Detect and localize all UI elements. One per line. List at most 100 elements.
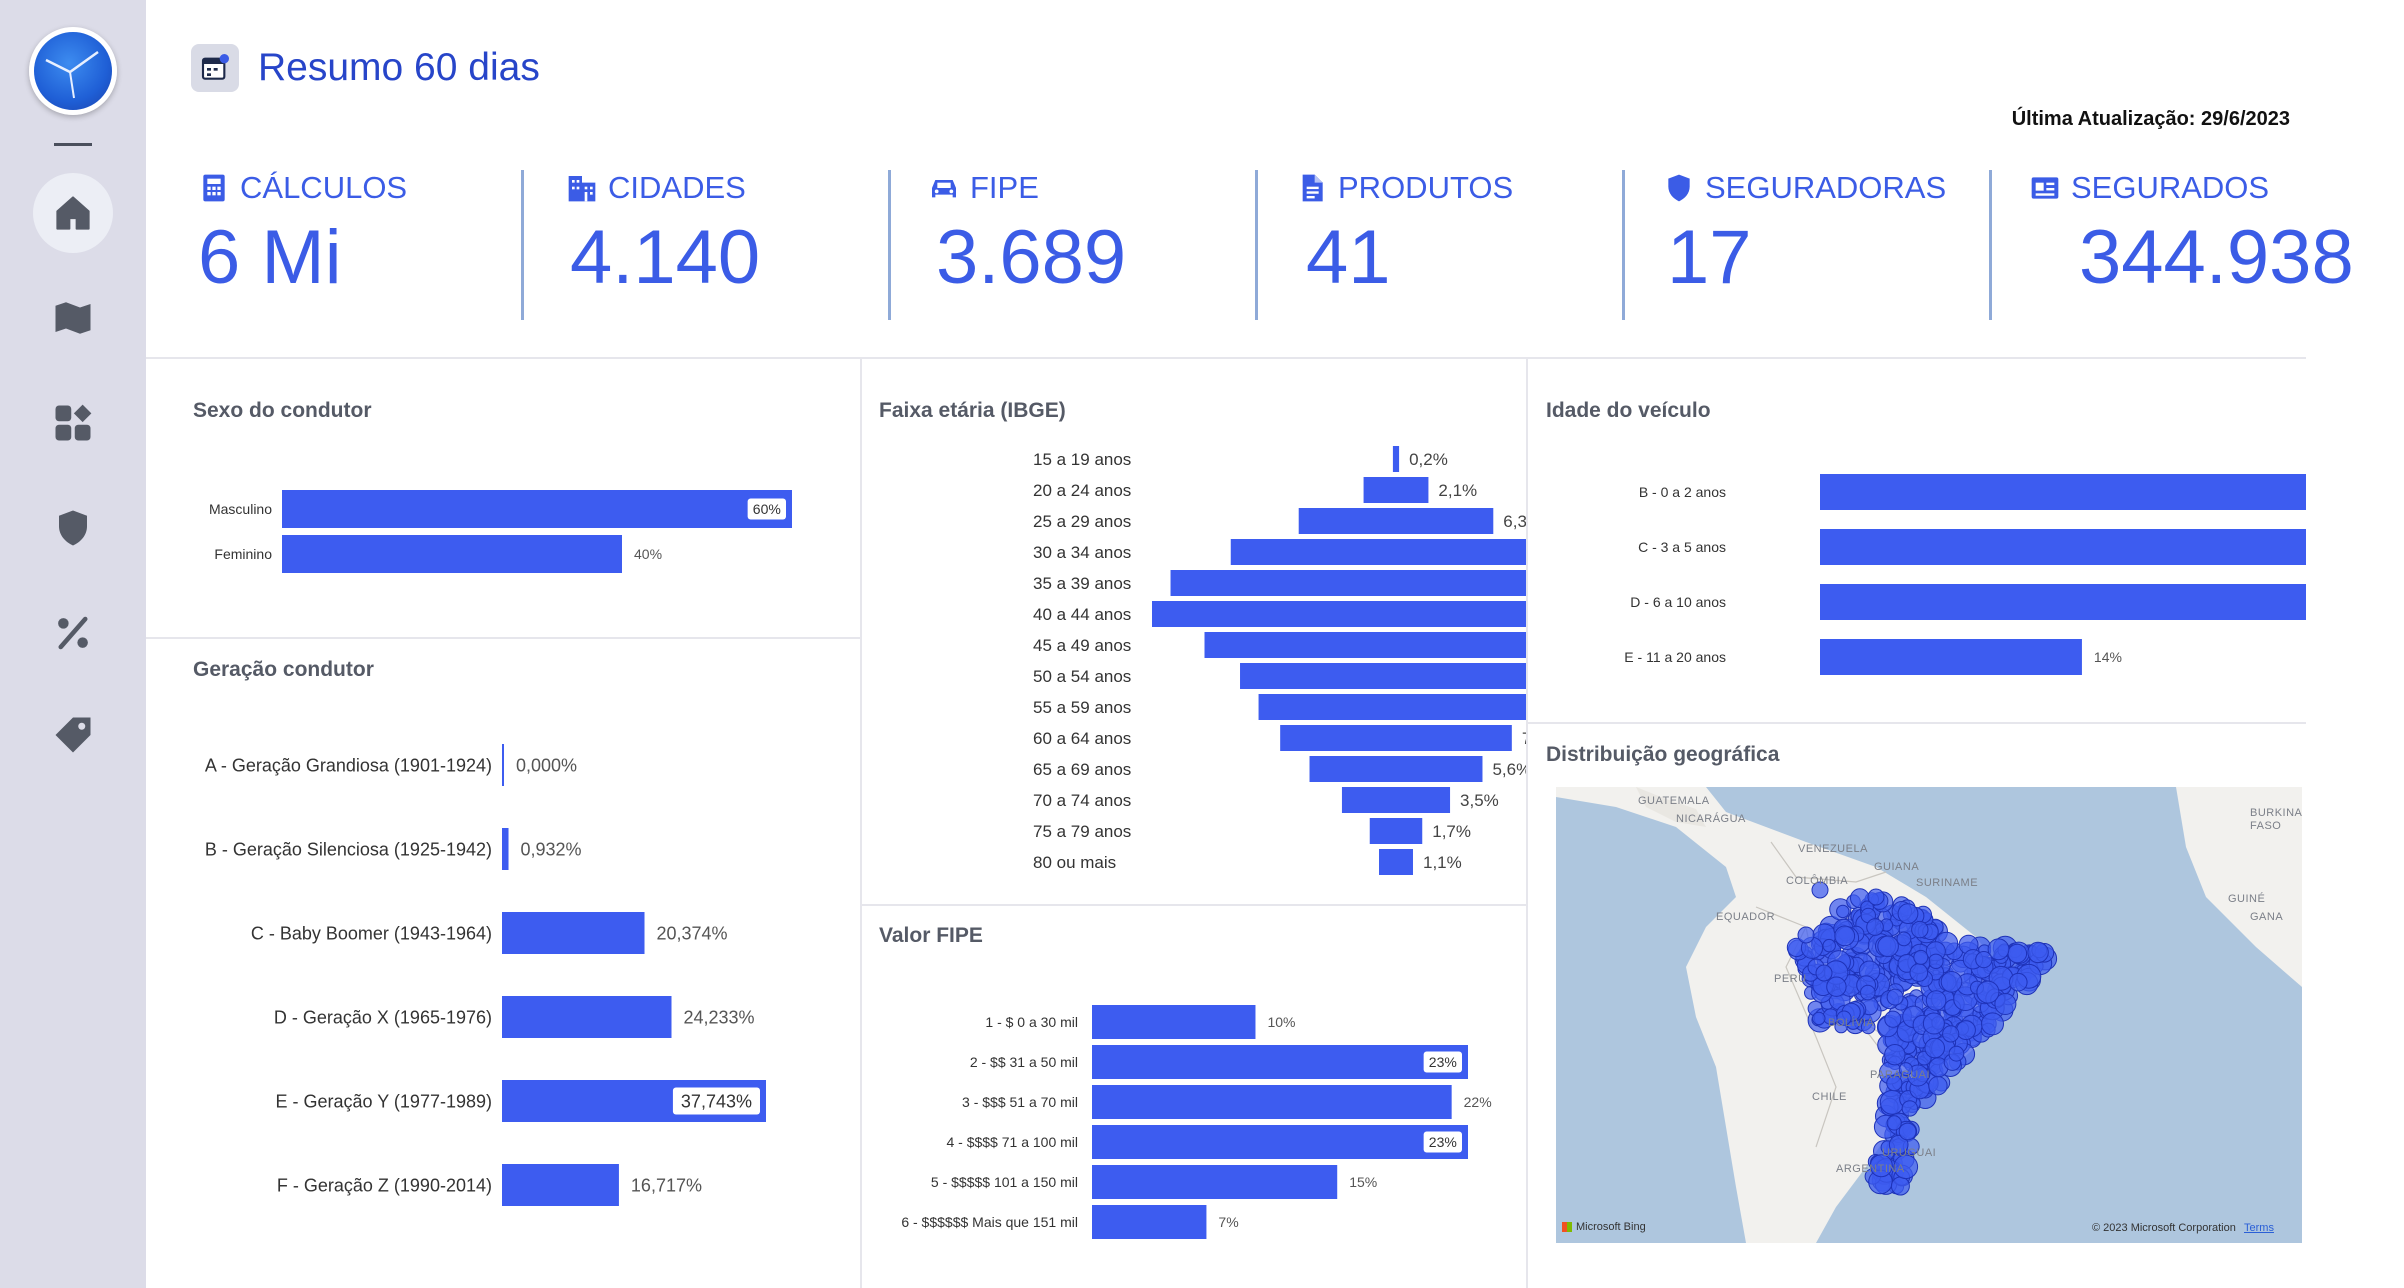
- bar[interactable]: [502, 996, 672, 1038]
- category-label: C - Baby Boomer (1943-1964): [251, 923, 492, 943]
- bar[interactable]: [1204, 632, 1526, 658]
- bar[interactable]: [1369, 818, 1423, 844]
- bar[interactable]: [1092, 1085, 1452, 1119]
- map-point[interactable]: [1884, 1044, 1906, 1066]
- map-point[interactable]: [1922, 1012, 1945, 1035]
- map-point[interactable]: [1836, 904, 1850, 919]
- nav-shield[interactable]: [33, 488, 113, 568]
- map-point[interactable]: [1987, 938, 2010, 961]
- map-point[interactable]: [1956, 1020, 1976, 1041]
- bar[interactable]: [1092, 1045, 1468, 1079]
- map-point[interactable]: [1925, 990, 1947, 1011]
- map-point[interactable]: [1975, 951, 1993, 969]
- map-point[interactable]: [2009, 972, 2028, 992]
- bar[interactable]: [1820, 529, 2306, 565]
- map-point[interactable]: [1928, 953, 1944, 970]
- map-point[interactable]: [1913, 949, 1929, 965]
- map-point[interactable]: [1797, 926, 1815, 944]
- map-point[interactable]: [1898, 1062, 1913, 1077]
- value-label: 6,3%: [1503, 512, 1526, 531]
- map-point[interactable]: [1940, 971, 1963, 993]
- map-point[interactable]: [1893, 1154, 1919, 1180]
- map-label: GUIANA: [1874, 861, 1920, 873]
- bar[interactable]: [1392, 446, 1400, 472]
- bar[interactable]: [1152, 601, 1526, 627]
- map-point[interactable]: [1826, 976, 1847, 997]
- map-point[interactable]: [1822, 938, 1836, 953]
- bar[interactable]: [1280, 725, 1512, 751]
- map-point[interactable]: [1898, 1122, 1917, 1141]
- map-point[interactable]: [1836, 1010, 1852, 1026]
- map-point[interactable]: [1911, 920, 1929, 939]
- geo-map[interactable]: GUATEMALA NICARÁGUA VENEZUELA GUIANA SUR…: [1556, 787, 2302, 1243]
- map-point[interactable]: [1886, 988, 1904, 1006]
- map-terms-link[interactable]: Terms: [2244, 1222, 2274, 1234]
- map-point[interactable]: [1924, 1037, 1946, 1059]
- bar[interactable]: [1258, 694, 1526, 720]
- bar[interactable]: [1170, 570, 1526, 596]
- bar[interactable]: [502, 1164, 619, 1206]
- bar[interactable]: [1240, 663, 1526, 689]
- bar[interactable]: [502, 744, 504, 786]
- nav-percent[interactable]: [33, 593, 113, 673]
- map-point[interactable]: [1860, 984, 1876, 1001]
- value-label: 24,233%: [684, 1007, 755, 1027]
- nav-map[interactable]: [33, 278, 113, 358]
- nav-home[interactable]: [33, 173, 113, 253]
- bar[interactable]: [282, 490, 792, 528]
- map-point[interactable]: [1834, 925, 1856, 947]
- map-point[interactable]: [1867, 888, 1885, 906]
- map-point[interactable]: [1812, 1011, 1826, 1026]
- map-point[interactable]: [1811, 881, 1829, 899]
- map-point[interactable]: [1948, 1045, 1965, 1062]
- bar[interactable]: [1092, 1205, 1207, 1239]
- map-point[interactable]: [1901, 1100, 1918, 1117]
- map-point[interactable]: [1942, 1025, 1960, 1043]
- bar[interactable]: [502, 912, 645, 954]
- map-point[interactable]: [1888, 1134, 1909, 1155]
- map-point[interactable]: [1815, 964, 1833, 982]
- calendar-icon: [191, 44, 239, 92]
- map-point[interactable]: [2027, 941, 2049, 964]
- map-point[interactable]: [2007, 943, 2028, 964]
- map-point[interactable]: [1897, 903, 1919, 924]
- bar[interactable]: [1341, 787, 1451, 813]
- map-point[interactable]: [1994, 993, 2017, 1015]
- map-point[interactable]: [1909, 963, 1929, 982]
- map-point[interactable]: [1976, 980, 2000, 1004]
- bar[interactable]: [1820, 584, 2306, 620]
- bar[interactable]: [1298, 508, 1494, 534]
- bar[interactable]: [1363, 477, 1429, 503]
- map-label: COLÔMBIA: [1786, 875, 1849, 887]
- map-point[interactable]: [1869, 1154, 1893, 1178]
- kpi-value: 41: [1306, 215, 1391, 300]
- sidebar: [0, 0, 146, 1288]
- bar[interactable]: [1092, 1005, 1256, 1039]
- nav-tag[interactable]: [33, 695, 113, 775]
- map-point[interactable]: [1896, 931, 1912, 947]
- map-point[interactable]: [1928, 1076, 1948, 1096]
- map-point[interactable]: [1981, 1012, 2004, 1036]
- map-point[interactable]: [1890, 1176, 1910, 1196]
- bar[interactable]: [1230, 539, 1526, 565]
- map-point[interactable]: [1886, 1075, 1903, 1092]
- bar[interactable]: [502, 828, 509, 870]
- map-label: GANA: [2250, 911, 2284, 923]
- map-point[interactable]: [1877, 935, 1899, 958]
- map-point[interactable]: [1866, 918, 1884, 936]
- bar[interactable]: [1092, 1165, 1338, 1199]
- bar[interactable]: [1379, 849, 1413, 875]
- bar[interactable]: [1092, 1125, 1468, 1159]
- bar[interactable]: [1820, 639, 2082, 675]
- bar[interactable]: [282, 535, 622, 573]
- nav-widgets[interactable]: [33, 383, 113, 463]
- page-title: Resumo 60 dias: [258, 46, 540, 89]
- clock-logo-icon[interactable]: [29, 27, 117, 115]
- bar[interactable]: [1309, 756, 1483, 782]
- value-badge: [1423, 1131, 1462, 1153]
- bar[interactable]: [1820, 474, 2306, 510]
- category-label: Feminino: [214, 546, 272, 562]
- map-point[interactable]: [1886, 1115, 1902, 1131]
- map-point[interactable]: [1860, 1019, 1876, 1035]
- map-point[interactable]: [1884, 1010, 1902, 1028]
